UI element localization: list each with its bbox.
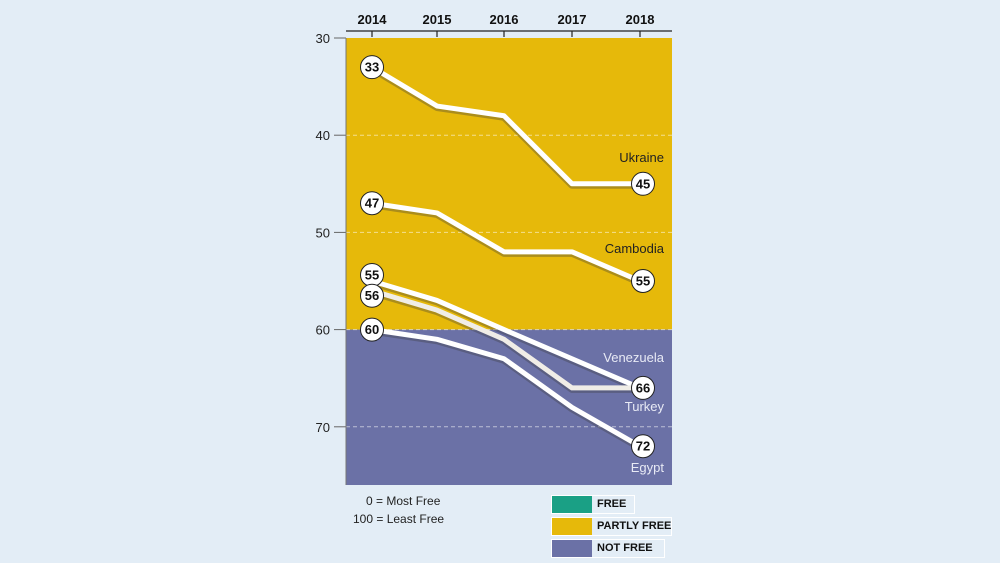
y-tick-label-70: 70 <box>316 420 330 435</box>
x-tick-label-2016: 2016 <box>490 12 519 27</box>
legend-item-not-free: NOT FREE <box>551 539 665 558</box>
end-marker-ukraine <box>631 171 655 196</box>
end-marker-egypt <box>631 434 655 459</box>
scale-note-least-free: 100 = Least Free <box>353 512 445 526</box>
end-value-venezuela: 66 <box>636 380 650 395</box>
start-value-ukraine: 33 <box>365 60 379 75</box>
end-value-egypt: 72 <box>636 439 650 454</box>
series-label-egypt: Egypt <box>631 460 665 475</box>
legend-swatch-free <box>552 496 592 513</box>
series-label-cambodia: Cambodia <box>605 241 665 256</box>
series-line-turkey <box>369 288 643 391</box>
start-marker-egypt <box>360 317 384 342</box>
legend-label-free: FREE <box>597 498 627 510</box>
x-tick-label-2014: 2014 <box>358 12 388 27</box>
series-line-cambodia <box>369 200 643 284</box>
series-label-turkey: Turkey <box>625 399 665 414</box>
series-label-venezuela: Venezuela <box>603 350 664 365</box>
band-not-free <box>346 329 672 485</box>
y-tick-label-60: 60 <box>316 323 330 338</box>
start-value-venezuela: 55 <box>365 268 379 283</box>
scale-note-most-free: 0 = Most Free <box>366 494 441 508</box>
start-marker-turkey <box>360 283 384 308</box>
start-marker-ukraine <box>360 55 384 80</box>
start-marker-cambodia <box>360 191 384 216</box>
end-value-cambodia: 55 <box>636 274 650 289</box>
legend-item-free: FREE <box>551 495 635 514</box>
y-tick-label-50: 50 <box>316 225 330 240</box>
series-line-egypt <box>369 327 643 449</box>
end-marker-venezuela <box>631 375 655 400</box>
end-marker-cambodia <box>631 269 655 293</box>
legend-swatch-not-free <box>552 540 592 557</box>
y-tick-label-30: 30 <box>316 31 330 46</box>
start-value-turkey: 56 <box>365 288 379 303</box>
legend-label-partly-free: PARTLY FREE <box>597 520 672 532</box>
legend-swatch-partly-free <box>552 518 592 535</box>
legend-label-not-free: NOT FREE <box>597 542 653 554</box>
end-value-ukraine: 45 <box>636 176 650 191</box>
series-line-venezuela <box>369 278 643 391</box>
start-value-cambodia: 47 <box>365 196 379 211</box>
legend-item-partly-free: PARTLY FREE <box>551 517 672 536</box>
start-value-egypt: 60 <box>365 322 379 337</box>
series-line-ukraine <box>369 64 643 187</box>
x-tick-label-2018: 2018 <box>626 12 655 27</box>
y-tick-label-40: 40 <box>316 128 330 143</box>
x-tick-label-2017: 2017 <box>558 12 587 27</box>
x-tick-label-2015: 2015 <box>423 12 452 27</box>
series-label-ukraine: Ukraine <box>619 150 664 165</box>
